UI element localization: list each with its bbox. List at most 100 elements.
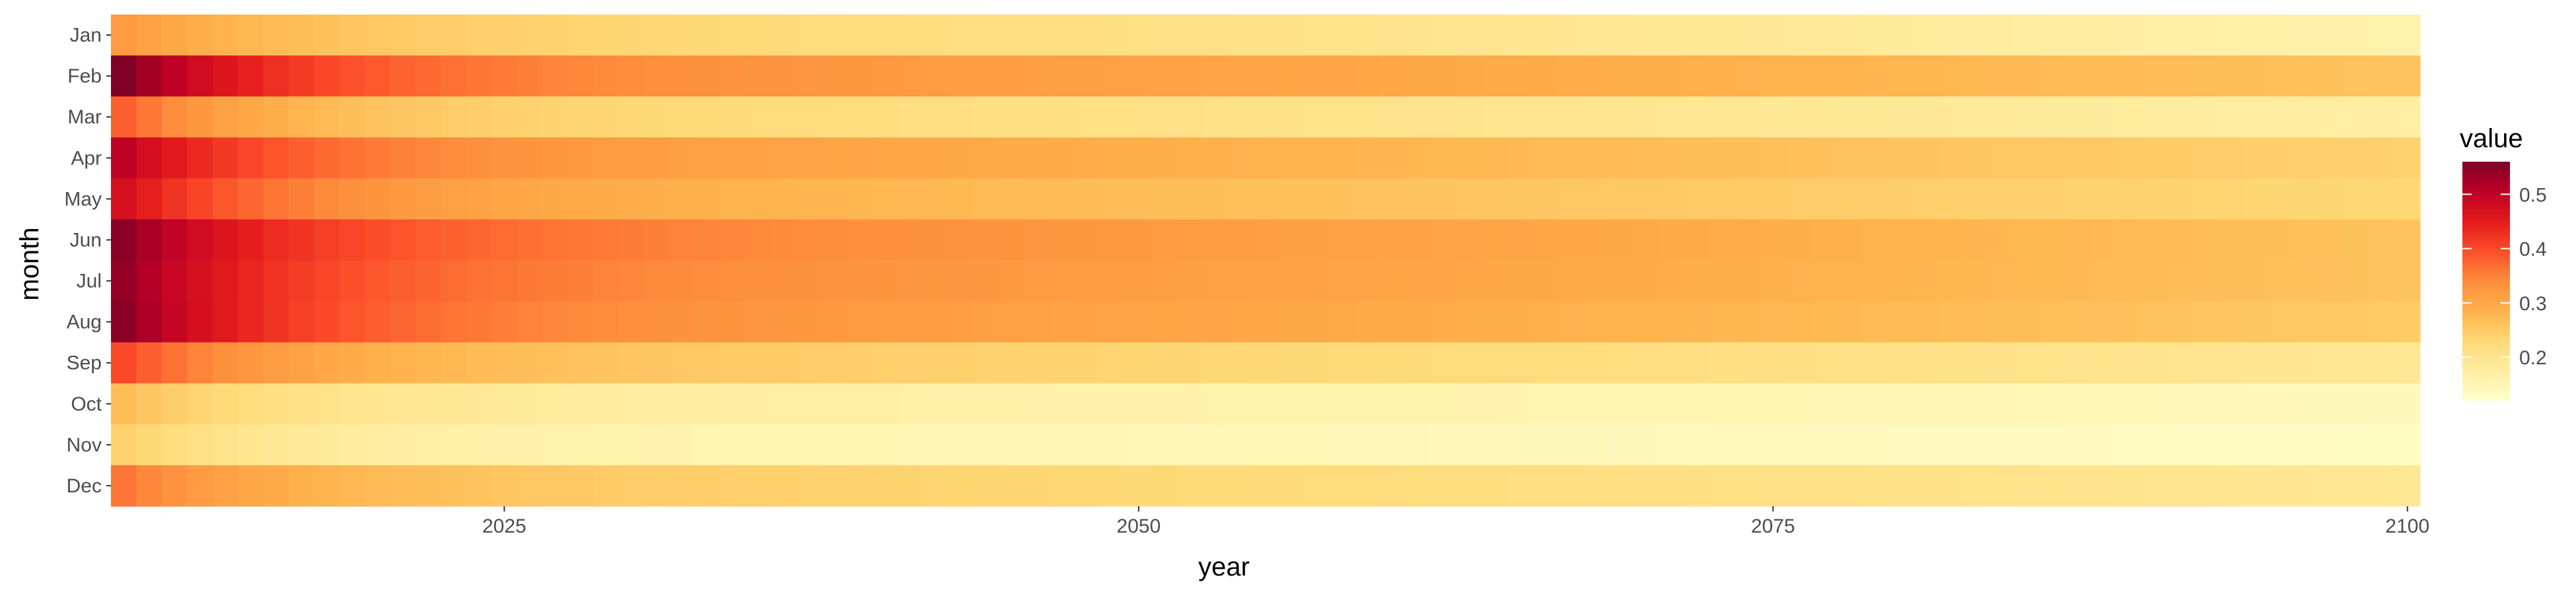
legend-color-bar (2462, 162, 2510, 401)
heatmap-cell (365, 178, 391, 220)
heatmap-cell (821, 383, 847, 425)
legend-tick-label: 0.2 (2519, 347, 2547, 369)
heatmap-cell (974, 55, 1000, 97)
heatmap-cell (2394, 55, 2421, 97)
heatmap-cell (415, 260, 442, 302)
heatmap-cell (1506, 424, 1532, 466)
heatmap-cell (542, 383, 569, 425)
heatmap-cell (136, 301, 162, 343)
heatmap-cell (1608, 55, 1634, 97)
heatmap-cell (2293, 342, 2319, 384)
heatmap-cell (1785, 424, 1812, 466)
y-axis-title: month (15, 227, 44, 300)
heatmap-cell (1912, 424, 1939, 466)
heatmap-cell (923, 55, 949, 97)
heatmap-cell (770, 465, 797, 507)
heatmap-cell (1709, 137, 1736, 179)
heatmap-cell (365, 383, 391, 425)
heatmap-cell (441, 383, 467, 425)
heatmap-cell (1379, 465, 1406, 507)
heatmap-cell (1329, 260, 1355, 302)
heatmap-cell (1481, 301, 1507, 343)
heatmap-cell (1329, 219, 1355, 261)
heatmap-cell (1050, 55, 1076, 97)
heatmap-cell (745, 137, 771, 179)
heatmap-cell (1456, 15, 1482, 56)
heatmap-cell (1176, 301, 1203, 343)
heatmap-cell (1430, 137, 1456, 179)
heatmap-cell (1659, 301, 1685, 343)
heatmap-cell (2293, 383, 2319, 425)
heatmap-cell (2242, 15, 2269, 56)
heatmap-cell (2039, 424, 2065, 466)
heatmap-cell (872, 383, 898, 425)
heatmap-cell (897, 96, 923, 138)
heatmap-cell (1659, 465, 1685, 507)
heatmap-cell (567, 260, 594, 302)
heatmap-cell (1557, 424, 1583, 466)
heatmap-cell (669, 424, 696, 466)
heatmap-cell (592, 260, 619, 302)
heatmap-cell (643, 137, 670, 179)
heatmap-cell (1861, 301, 1888, 343)
heatmap-cell (694, 96, 721, 138)
heatmap-cell (466, 96, 492, 138)
heatmap-cell (2293, 465, 2319, 507)
heatmap-cell (1887, 219, 1914, 261)
heatmap-cell (2394, 137, 2421, 179)
heatmap-cell (517, 55, 543, 97)
heatmap-cell (694, 178, 721, 220)
heatmap-cell (2039, 301, 2065, 343)
heatmap-cell (542, 15, 569, 56)
heatmap-cell (288, 96, 314, 138)
heatmap-cell (415, 137, 442, 179)
heatmap-cell (1024, 178, 1051, 220)
heatmap-cell (1278, 219, 1305, 261)
heatmap-cell (263, 260, 289, 302)
heatmap-cell (1760, 96, 1787, 138)
heatmap-cell (2318, 260, 2345, 302)
heatmap-cell (847, 15, 873, 56)
heatmap-cell (1760, 15, 1787, 56)
heatmap-cell (1201, 96, 1228, 138)
heatmap-cell (136, 383, 162, 425)
heatmap-cell (390, 55, 416, 97)
heatmap-cell (1684, 383, 1710, 425)
heatmap-cell (872, 55, 898, 97)
heatmap-cell (1303, 424, 1330, 466)
heatmap-cell (263, 301, 289, 343)
heatmap-cell (847, 137, 873, 179)
heatmap-cell (2115, 178, 2142, 220)
heatmap-cell (567, 178, 594, 220)
heatmap-cell (1583, 342, 1609, 384)
heatmap-cell (1608, 301, 1634, 343)
heatmap-cell (2394, 260, 2421, 302)
heatmap-cell (720, 55, 746, 97)
heatmap-cell (1938, 342, 1964, 384)
heatmap-cell (466, 137, 492, 179)
heatmap-cell (847, 55, 873, 97)
heatmap-cell (1252, 137, 1279, 179)
heatmap-cell (2090, 55, 2116, 97)
heatmap-cell (1887, 260, 1914, 302)
heatmap-cell (1024, 465, 1051, 507)
heatmap-cell (923, 96, 949, 138)
heatmap-cell (2166, 178, 2192, 220)
heatmap-cell (2369, 219, 2396, 261)
heatmap-cell (2394, 424, 2421, 466)
heatmap-cell (770, 178, 797, 220)
heatmap-cell (542, 301, 569, 343)
heatmap-cell (1278, 178, 1305, 220)
heatmap-cell (2115, 219, 2142, 261)
heatmap-cell (1201, 465, 1228, 507)
heatmap-cell (720, 219, 746, 261)
heatmap-cell (2268, 424, 2294, 466)
heatmap-cell (415, 55, 442, 97)
heatmap-cell (136, 137, 162, 179)
heatmap-cell (1608, 178, 1634, 220)
heatmap-cell (1760, 55, 1787, 97)
heatmap-cell (694, 219, 721, 261)
heatmap-cell (1583, 260, 1609, 302)
heatmap-cell (1785, 219, 1812, 261)
heatmap-cell (1227, 424, 1254, 466)
